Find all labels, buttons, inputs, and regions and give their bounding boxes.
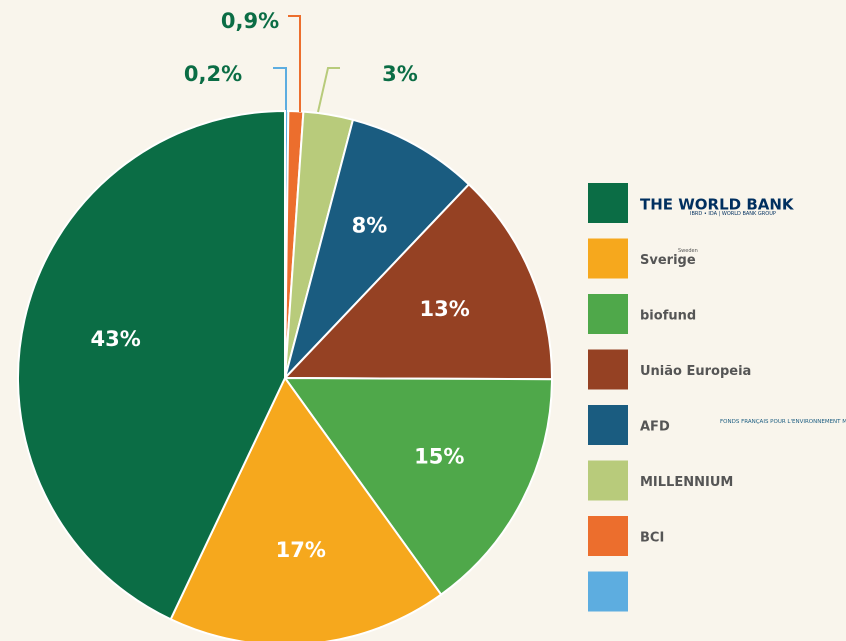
value-label: 43% xyxy=(91,327,141,351)
legend-sublabel: IBRD • IDA | WORLD BANK GROUP xyxy=(690,211,776,217)
value-label: 3% xyxy=(382,62,418,86)
legend-swatch xyxy=(588,238,628,279)
legend-swatch xyxy=(588,405,628,445)
legend-swatch xyxy=(588,571,628,612)
pie-slice xyxy=(284,118,471,379)
legend-swatch xyxy=(588,349,628,390)
legend-label: biofund xyxy=(640,309,696,324)
legend-label: MILLENNIUM xyxy=(640,475,733,490)
pie-slice xyxy=(283,376,554,596)
pie-slice xyxy=(169,376,443,641)
legend-swatch xyxy=(588,183,628,223)
value-label: 15% xyxy=(414,444,464,468)
legend-label: BCI xyxy=(640,531,664,546)
legend-label: THE WORLD BANK xyxy=(640,196,795,214)
value-label: 8% xyxy=(352,213,388,237)
value-label: 17% xyxy=(276,538,326,562)
pie-slice xyxy=(17,109,286,621)
pie-slice xyxy=(282,182,553,381)
legend-sublabel: FONDS FRANÇAIS POUR L'ENVIRONNEMENT MOND… xyxy=(720,419,846,425)
legend-swatch xyxy=(588,460,628,501)
leader-line xyxy=(273,67,287,112)
value-label: 0,9% xyxy=(221,9,279,33)
legend-swatch xyxy=(588,516,628,556)
legend-sublabel: Sweden xyxy=(678,248,698,254)
leader-line xyxy=(317,67,340,113)
leader-line xyxy=(288,15,301,112)
value-label: 13% xyxy=(419,297,469,321)
value-label: 0,2% xyxy=(184,62,242,86)
legend-label: Sverige xyxy=(640,253,696,268)
legend-label: AFD xyxy=(640,420,670,435)
legend-label: União Europeia xyxy=(640,364,751,379)
legend-swatch xyxy=(588,294,628,334)
